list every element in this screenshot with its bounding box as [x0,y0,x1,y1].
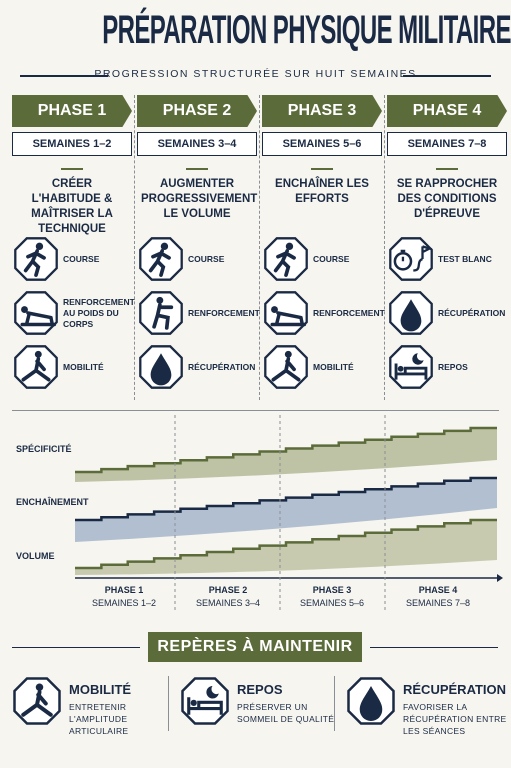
phase-goal: CRÉER L'HABITUDE & MAÎTRISER LA TECHNIQU… [31,178,113,235]
activity-label: RENFORCEMENT AU POIDS DU CORPS [63,296,135,329]
reminder-title: RÉCUPÉRATION [403,682,507,697]
icon [138,236,184,282]
phase-weeks: SEMAINES 3–4 [137,132,257,156]
reminder-text: ENTRETENIR L'AMPLITUDE ARTICULAIRE [69,702,129,736]
icon [263,344,309,390]
goal-mark [436,168,458,170]
divider [370,647,498,648]
phase-goal: SE RAPPROCHER DES CONDITIONS D'ÉPREUVE [396,178,498,220]
step-line [75,518,497,570]
step-line [75,476,497,522]
activity-label: RENFORCEMENT [188,307,260,318]
icon [12,676,62,726]
reminder-title: MOBILITÉ [69,682,132,697]
phase-label: SEMAINES 5–6 [299,598,365,608]
phase-name: PHASE 3 [262,95,382,127]
row-label: VOLUME [16,551,55,561]
column-divider [168,676,169,731]
band [75,478,497,542]
icon [138,290,184,336]
divider [12,647,140,648]
icon [13,236,59,282]
phase-label: SEMAINES 7–8 [405,598,471,608]
divider [20,75,108,77]
phase-name: PHASE 2 [137,95,257,127]
phase-label: PHASE 3 [312,585,352,595]
divider [403,75,491,77]
goal-mark [186,168,208,170]
phase-weeks: SEMAINES 1–2 [12,132,132,156]
phase-label: PHASE 1 [104,585,144,595]
column-divider [384,95,385,400]
axis-arrow [497,574,503,582]
step-line [75,426,497,474]
row-label: ENCHAÎNEMENT [16,497,89,507]
reminders-title: REPÈRES À MAINTENIR [148,632,362,662]
activity-label: RÉCUPÉRATION [438,307,506,318]
activity-label: RENFORCEMENT [313,307,385,318]
phase-label: SEMAINES 1–2 [91,598,157,608]
subtitle: PROGRESSION STRUCTURÉE SUR HUIT SEMAINES [94,68,417,80]
activity-label: RÉCUPÉRATION [188,361,256,372]
icon [138,344,184,390]
icon [263,236,309,282]
title: PRÉPARATION PHYSIQUE MILITAIRE [102,8,511,52]
phase-label: PHASE 2 [208,585,248,595]
reminder-text: FAVORISER LA RÉCUPÉRATION ENTRE LES SÉAN… [403,702,507,736]
icon [13,290,59,336]
icon [263,290,309,336]
reminder-title: REPOS [237,682,283,697]
progression-chart [75,415,503,610]
phase-name: PHASE 4 [387,95,507,127]
phase-goal: AUGMENTER PROGRESSIVEMENT LE VOLUME [141,178,258,220]
activity-label: REPOS [438,361,468,372]
row-label: SPÉCIFICITÉ [16,444,72,454]
icon [388,236,434,282]
goal-mark [311,168,333,170]
column-divider [334,676,335,731]
activity-label: MOBILITÉ [63,361,104,372]
band [75,428,497,482]
activity-label: COURSE [188,253,225,264]
divider [12,410,499,411]
phase-weeks: SEMAINES 5–6 [262,132,382,156]
column-divider [134,95,135,400]
phase-goal: ENCHAÎNER LES EFFORTS [275,178,369,205]
phase-label: SEMAINES 3–4 [195,598,261,608]
activity-label: COURSE [313,253,350,264]
activity-label: MOBILITÉ [313,361,354,372]
activity-label: TEST BLANC [438,253,492,264]
activity-label: COURSE [63,253,100,264]
reminder-text: PRÉSERVER UN SOMMEIL DE QUALITÉ [237,702,335,724]
phase-name: PHASE 1 [12,95,132,127]
icon [13,344,59,390]
icon [346,676,396,726]
goal-mark [61,168,83,170]
phase-label: PHASE 4 [418,585,458,595]
icon [388,290,434,336]
column-divider [259,95,260,400]
icon [388,344,434,390]
icon [180,676,230,726]
phase-weeks: SEMAINES 7–8 [387,132,507,156]
